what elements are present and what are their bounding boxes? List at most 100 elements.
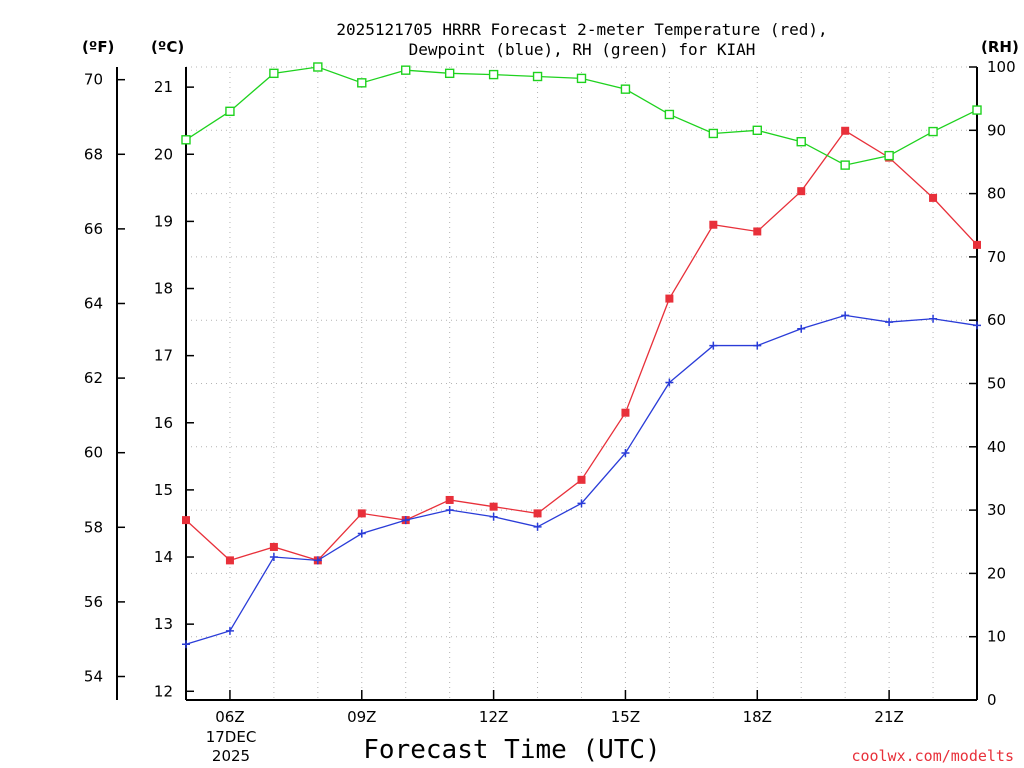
point-2-meter-temperature xyxy=(753,227,762,236)
point-2-meter-temperature xyxy=(533,509,542,518)
rh-tick-label: 50 xyxy=(987,375,1006,393)
celsius-tick-label: 17 xyxy=(154,347,173,365)
x-tick-label: 21Z xyxy=(874,708,903,726)
point-2-meter-temperature xyxy=(665,294,674,303)
point-2-meter-temperature xyxy=(182,516,190,525)
point-rh xyxy=(884,150,894,161)
rh-tick-label: 60 xyxy=(987,311,1006,329)
point-2-meter-temperature xyxy=(973,240,981,249)
x-axis-label: Forecast Time (UTC) xyxy=(363,735,660,765)
x-tick-label: 15Z xyxy=(611,708,640,726)
point-rh xyxy=(532,71,543,82)
chart-title-line-2: Dewpoint (blue), RH (green) for KIAH xyxy=(409,40,756,59)
point-dewpoint xyxy=(885,318,894,327)
celsius-tick-label: 20 xyxy=(154,145,173,163)
point-2-meter-temperature xyxy=(445,495,454,504)
chart-title-line-1: 2025121705 HRRR Forecast 2-meter Tempera… xyxy=(336,20,827,39)
point-rh xyxy=(796,136,806,147)
point-rh xyxy=(488,69,499,80)
point-dewpoint xyxy=(225,626,234,635)
axes xyxy=(116,66,978,701)
fahrenheit-tick-label: 66 xyxy=(84,220,103,238)
series-rh xyxy=(181,62,982,170)
celsius-tick-label: 13 xyxy=(154,615,173,633)
point-dewpoint xyxy=(665,378,674,387)
rh-tick-label: 30 xyxy=(987,501,1006,519)
point-rh xyxy=(664,109,675,120)
point-dewpoint xyxy=(313,556,322,565)
point-dewpoint xyxy=(182,640,190,649)
point-dewpoint xyxy=(577,499,586,508)
point-2-meter-temperature xyxy=(269,542,278,551)
point-rh xyxy=(576,73,587,84)
rh-unit-label: (RH) xyxy=(981,38,1019,56)
point-dewpoint xyxy=(621,448,630,457)
fahrenheit-tick-label: 58 xyxy=(84,518,103,536)
rh-tick-label: 0 xyxy=(987,691,997,709)
point-rh xyxy=(181,135,191,145)
credit-text: coolwx.com/modelts xyxy=(851,747,1014,765)
rh-tick-label: 90 xyxy=(987,121,1006,139)
series-layer xyxy=(181,62,982,649)
point-rh xyxy=(708,128,719,139)
fahrenheit-tick-label: 70 xyxy=(84,71,103,89)
point-2-meter-temperature xyxy=(621,408,630,417)
fahrenheit-tick-label: 56 xyxy=(84,593,103,611)
rh-tick-label: 20 xyxy=(987,564,1006,582)
point-rh xyxy=(269,68,279,79)
point-dewpoint xyxy=(445,506,454,515)
celsius-tick-label: 16 xyxy=(154,414,173,432)
series-line-2-meter-temperature xyxy=(185,129,978,562)
point-dewpoint xyxy=(753,341,762,350)
point-dewpoint xyxy=(709,341,718,350)
celsius-tick-label: 19 xyxy=(154,212,173,230)
tick-labels: 54 56 58 60 62 64 66 68 70 12 13 14 15 16 17 18 19 20 21 0 1… xyxy=(84,58,1016,726)
point-rh xyxy=(357,78,367,88)
point-2-meter-temperature xyxy=(709,220,718,229)
celsius-tick-label: 12 xyxy=(154,682,173,700)
point-rh xyxy=(444,68,455,79)
celsius-tick-label: 18 xyxy=(154,280,173,298)
fahrenheit-tick-label: 62 xyxy=(84,369,103,387)
celsius-tick-label: 15 xyxy=(154,481,173,499)
rh-tick-label: 10 xyxy=(987,628,1006,646)
celsius-unit-label: (ºC) xyxy=(151,38,184,56)
rh-tick-label: 70 xyxy=(987,248,1006,266)
fahrenheit-tick-label: 68 xyxy=(84,145,103,163)
point-rh xyxy=(313,62,323,72)
point-dewpoint xyxy=(929,314,938,323)
point-2-meter-temperature xyxy=(577,475,586,484)
x-tick-label: 06Z xyxy=(215,708,244,726)
celsius-tick-label: 14 xyxy=(154,548,173,566)
point-2-meter-temperature xyxy=(225,556,234,565)
point-dewpoint xyxy=(841,311,850,320)
point-dewpoint xyxy=(269,553,278,562)
fahrenheit-tick-label: 64 xyxy=(84,294,103,312)
series-dewpoint xyxy=(182,311,981,649)
fahrenheit-tick-label: 54 xyxy=(84,668,103,686)
point-rh xyxy=(752,125,762,136)
point-2-meter-temperature xyxy=(489,502,498,511)
rh-tick-label: 40 xyxy=(987,438,1006,456)
point-dewpoint xyxy=(489,512,498,521)
date-label-day: 17DEC xyxy=(206,728,257,746)
date-label-year: 2025 xyxy=(212,747,250,765)
point-rh xyxy=(840,160,850,170)
point-rh xyxy=(225,106,235,117)
point-dewpoint xyxy=(797,324,806,333)
fahrenheit-unit-label: (ºF) xyxy=(82,38,114,56)
rh-tick-label: 80 xyxy=(987,185,1006,203)
point-rh xyxy=(972,105,982,115)
rh-tick-label: 100 xyxy=(987,58,1016,76)
celsius-tick-label: 21 xyxy=(154,78,173,96)
point-2-meter-temperature xyxy=(797,187,806,196)
point-dewpoint xyxy=(357,529,366,538)
point-dewpoint xyxy=(533,522,542,531)
point-dewpoint xyxy=(973,321,981,330)
point-rh xyxy=(401,65,411,75)
point-2-meter-temperature xyxy=(929,193,938,202)
point-2-meter-temperature xyxy=(357,509,366,518)
point-dewpoint xyxy=(401,516,410,525)
x-tick-label: 09Z xyxy=(347,708,376,726)
